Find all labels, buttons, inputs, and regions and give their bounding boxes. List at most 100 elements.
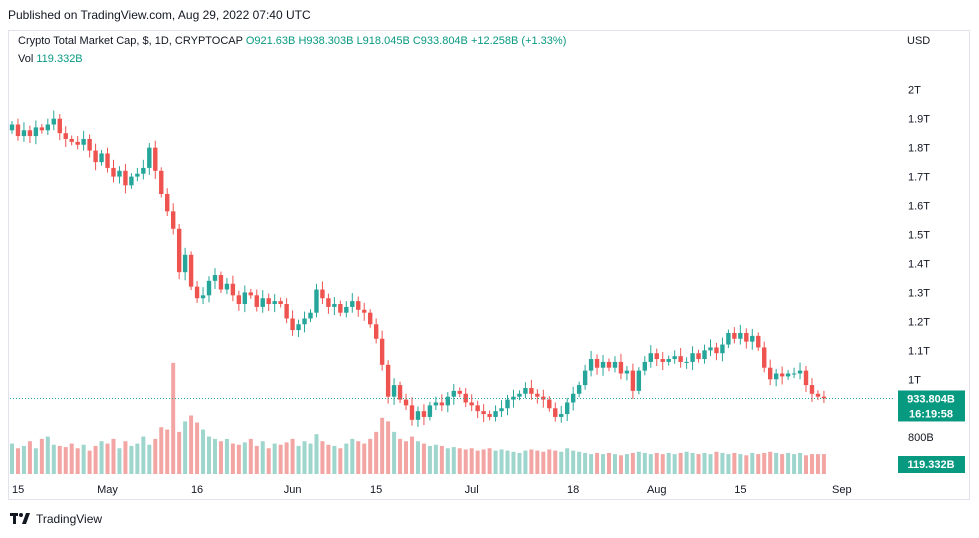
volume-bar — [27, 441, 32, 474]
candle-body — [803, 370, 809, 386]
volume-bar — [296, 445, 301, 474]
candle-body — [630, 370, 636, 391]
volume-bar — [183, 421, 188, 474]
volume-bar — [171, 362, 176, 474]
volume-bar — [523, 450, 528, 474]
y-tick-label: 1.2T — [908, 316, 930, 328]
candle-body — [69, 138, 74, 142]
candle-body — [27, 130, 33, 137]
volume-bar — [278, 444, 283, 474]
candle-body — [672, 356, 677, 360]
volume-bar — [350, 438, 355, 474]
volume-bar — [433, 444, 438, 474]
candle-body — [750, 335, 755, 342]
candle-body — [535, 393, 540, 397]
volume-bar — [821, 454, 826, 474]
last-price-badge — [898, 390, 965, 422]
volume-bar — [153, 438, 158, 474]
volume-bar — [469, 448, 474, 474]
volume-bar — [696, 454, 701, 474]
volume-bar — [529, 449, 534, 474]
candle-body — [762, 347, 767, 368]
volume-bar — [189, 415, 194, 474]
volume-bar — [589, 454, 594, 474]
candle-body — [397, 385, 403, 400]
candle-body — [409, 405, 415, 420]
candle-body — [487, 414, 492, 417]
candle-body — [296, 324, 301, 331]
volume-bar — [744, 455, 749, 474]
volume-bar — [714, 451, 719, 474]
volume-bar — [553, 450, 558, 474]
candle-body — [529, 387, 534, 394]
candle-body — [332, 304, 337, 307]
volume-bar — [51, 444, 56, 474]
volume-legend: Vol 119.332B — [18, 53, 83, 65]
volume-bar — [547, 449, 552, 474]
change-value: +12.258B (+1.33%) — [470, 35, 567, 47]
volume-bar — [786, 452, 791, 474]
y-tick-label: 1.8T — [908, 143, 930, 155]
candle-body — [624, 370, 630, 374]
volume-bar — [81, 444, 86, 474]
candle-body — [278, 301, 283, 305]
candle-body — [373, 324, 379, 339]
volume-bar — [636, 451, 641, 474]
volume-bar — [99, 441, 104, 474]
currency-label[interactable]: USD — [907, 35, 931, 47]
candle-body — [81, 138, 86, 145]
candle-body — [702, 350, 707, 360]
candle-body — [815, 393, 821, 397]
volume-bar — [117, 448, 122, 474]
candle-body — [636, 370, 642, 391]
candle-body — [696, 353, 701, 360]
candle-body — [320, 289, 325, 299]
volume-bar — [792, 454, 797, 474]
candle-body — [379, 338, 385, 365]
candle-body — [648, 353, 653, 362]
volume-bar — [630, 452, 635, 474]
volume-bar — [320, 441, 325, 474]
volume-bar — [374, 431, 379, 474]
volume-bar — [427, 445, 432, 474]
candle-body — [51, 118, 56, 125]
volume-bar — [445, 448, 450, 474]
volume-bar — [284, 442, 289, 474]
high-value: H938.303B — [298, 35, 354, 47]
volume-bar — [236, 444, 241, 474]
volume-bar — [272, 443, 277, 474]
volume-bar — [212, 438, 217, 474]
candle-body — [326, 298, 331, 307]
volume-bar — [517, 452, 522, 474]
volume-value: 119.332B — [36, 53, 83, 65]
chart-frame — [8, 30, 970, 500]
volume-bar — [732, 452, 737, 474]
tradingview-logo-icon — [10, 513, 30, 524]
candle-body — [559, 414, 564, 417]
candle-body — [690, 353, 695, 362]
candle-body — [194, 286, 200, 299]
candle-body — [612, 361, 618, 368]
volume-bar — [774, 452, 779, 474]
candle-body — [111, 167, 116, 177]
volume-bar — [654, 452, 659, 474]
volume-bar — [565, 448, 570, 474]
y-tick-label: 1T — [908, 374, 921, 386]
volume-bar — [720, 452, 725, 474]
volume-bar — [684, 451, 689, 474]
volume-bar — [601, 454, 606, 474]
footer-brand[interactable]: TradingView — [10, 512, 102, 526]
candle-body — [505, 399, 510, 409]
candle-body — [248, 292, 253, 296]
candle-body — [182, 254, 188, 273]
volume-bar — [607, 452, 611, 474]
candle-body — [350, 301, 355, 307]
volume-bar — [93, 445, 98, 474]
candle-body — [684, 361, 689, 363]
candle-body — [594, 359, 600, 368]
volume-bar — [702, 452, 707, 474]
candle-body — [141, 167, 146, 174]
candle-body — [117, 170, 122, 177]
candle-body — [362, 309, 367, 313]
